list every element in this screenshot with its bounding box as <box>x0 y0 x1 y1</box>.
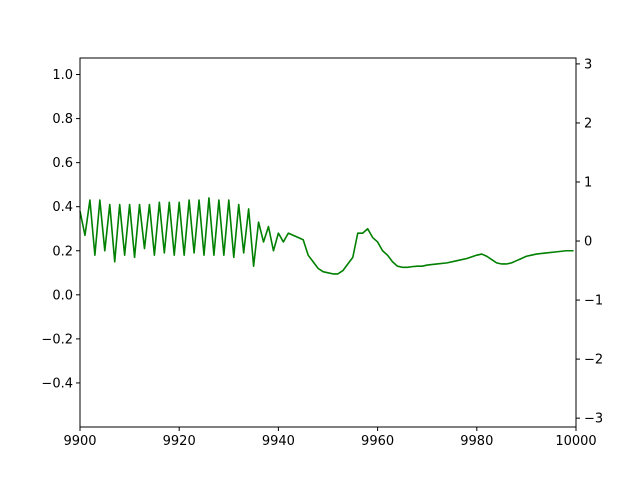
x-tick-label: 9900 <box>63 434 96 449</box>
y2-tick-label: 0 <box>584 235 592 250</box>
y2-tick-label: 1 <box>584 175 592 190</box>
y2-tick-label: −3 <box>584 412 603 427</box>
plot-background <box>80 58 576 427</box>
plot-frame <box>79 57 577 428</box>
x-tick-label: 9940 <box>262 434 295 449</box>
y-axis-right: −3 −2 −1 0 1 2 3 <box>576 57 603 427</box>
x-tick-label: 9920 <box>163 434 196 449</box>
y-axis-left: −0.4 −0.2 0.0 0.2 0.4 0.6 0.8 1.0 <box>41 68 80 391</box>
series-line-0 <box>79 197 574 275</box>
y2-tick-label: 3 <box>584 57 592 72</box>
y-tick-label: −0.2 <box>41 332 73 347</box>
y-tick-label: 1.0 <box>52 68 73 83</box>
series-layer <box>79 197 574 275</box>
y-tick-label: 0.4 <box>52 200 73 215</box>
y2-tick-label: −1 <box>584 294 603 309</box>
y2-tick-label: −2 <box>584 353 603 368</box>
y2-tick-label: 2 <box>584 116 592 131</box>
y-tick-label: 0.8 <box>52 112 73 127</box>
y-tick-label: 0.6 <box>52 156 73 171</box>
y-tick-label: 0.0 <box>52 288 73 303</box>
x-tick-label: 9960 <box>361 434 394 449</box>
x-axis: 9900 9920 9940 9960 9980 10000 <box>63 427 597 449</box>
y-tick-label: −0.4 <box>41 376 73 391</box>
x-tick-label: 9980 <box>460 434 493 449</box>
y-tick-label: 0.2 <box>52 244 73 259</box>
x-tick-label: 10000 <box>555 434 596 449</box>
